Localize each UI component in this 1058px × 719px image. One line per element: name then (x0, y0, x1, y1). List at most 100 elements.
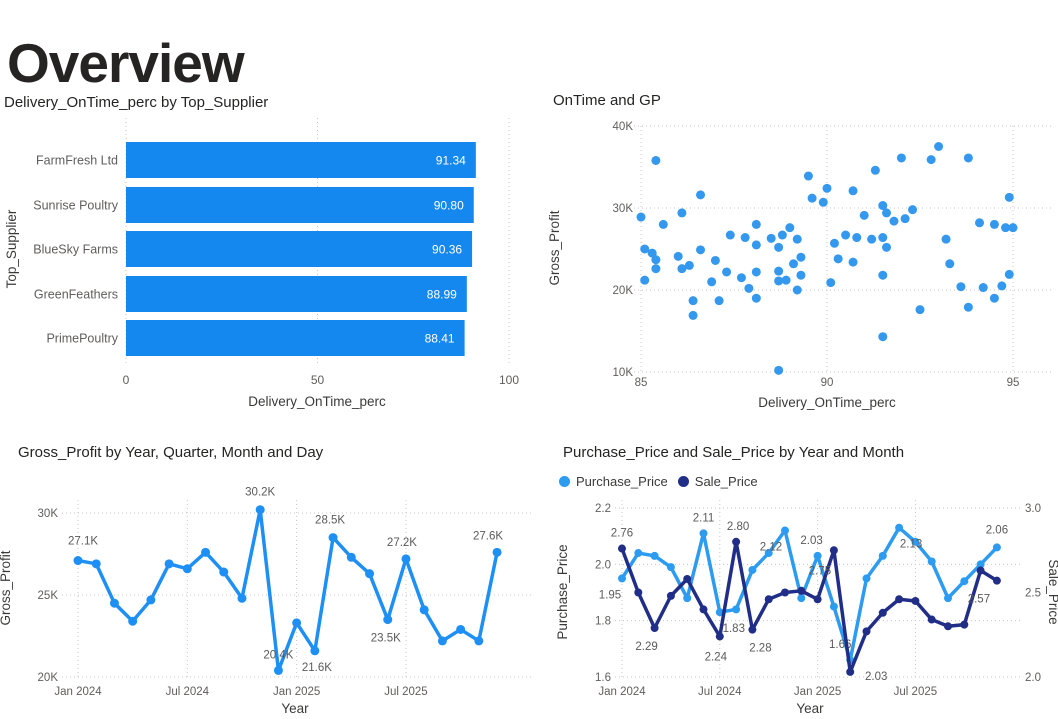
scatter-point[interactable] (688, 310, 698, 320)
sale-price-point-dec-2025[interactable] (992, 576, 1001, 585)
purchase-price-point-oct-2024[interactable] (764, 549, 773, 558)
legend-item-sale-price[interactable]: Sale_Price (677, 474, 758, 489)
purchase-price-point-jul-2024[interactable] (715, 608, 724, 617)
purchase-price-point-sep-2025[interactable] (944, 594, 952, 603)
scatter-point[interactable] (989, 219, 999, 229)
bar-sunrise-poultry[interactable] (126, 187, 474, 223)
scatter-point[interactable] (736, 273, 746, 283)
sale-price-point-dec-2024[interactable] (797, 586, 806, 595)
data-point-sep-2024[interactable] (219, 567, 229, 577)
sale-price-point-may-2025[interactable] (878, 608, 887, 617)
scatter-point[interactable] (677, 208, 687, 218)
scatter-point[interactable] (777, 230, 787, 240)
scatter-point[interactable] (818, 197, 828, 207)
scatter-point[interactable] (636, 212, 646, 222)
scatter-point[interactable] (647, 248, 657, 258)
scatter-point[interactable] (1004, 269, 1014, 279)
scatter-point[interactable] (859, 210, 869, 220)
scatter-point[interactable] (774, 242, 784, 252)
purchase-price-point-dec-2025[interactable] (992, 543, 1001, 552)
data-point-sep-2025[interactable] (437, 636, 447, 646)
scatter-point[interactable] (915, 305, 925, 315)
scatter-point[interactable] (878, 332, 888, 342)
scatter-point[interactable] (707, 277, 717, 287)
scatter-point[interactable] (989, 293, 999, 303)
scatter-point[interactable] (789, 259, 799, 269)
purchase-price-point-jun-2025[interactable] (895, 523, 904, 532)
data-point-jun-2024[interactable] (164, 559, 174, 569)
data-point-may-2024[interactable] (146, 595, 156, 605)
purchase-price-point-jul-2025[interactable] (911, 537, 920, 546)
scatter-point[interactable] (945, 259, 955, 269)
sale-price-point-jan-2024[interactable] (618, 544, 626, 553)
scatter-point[interactable] (640, 275, 650, 285)
scatter-point[interactable] (722, 267, 732, 277)
scatter-point[interactable] (714, 296, 724, 306)
scatter-point[interactable] (740, 233, 750, 243)
data-point-mar-2025[interactable] (328, 533, 338, 543)
data-point-oct-2024[interactable] (237, 593, 247, 603)
sale-price-point-aug-2024[interactable] (732, 537, 741, 546)
data-point-may-2025[interactable] (365, 569, 375, 579)
scatter-point[interactable] (696, 245, 706, 255)
purchase-price-point-nov-2025[interactable] (976, 560, 985, 569)
bar-farmfresh-ltd[interactable] (126, 142, 476, 178)
sale-price-point-sep-2024[interactable] (748, 625, 757, 634)
data-point-dec-2025[interactable] (492, 547, 502, 557)
data-point-jan-2024[interactable] (73, 556, 83, 566)
price-lines-canvas[interactable]: 2.2 2.0 1.8 1.6 3.0 2.5 2.0 Jan 2024 Jul 2024 Jan… (545, 440, 1058, 719)
sale-price-point-feb-2024[interactable] (634, 588, 643, 597)
bar-primepoultry[interactable] (126, 320, 465, 356)
scatter-point[interactable] (963, 153, 973, 163)
scatter-point[interactable] (751, 267, 761, 277)
data-point-feb-2024[interactable] (91, 559, 101, 569)
scatter-point[interactable] (997, 281, 1007, 291)
scatter-point[interactable] (867, 234, 877, 244)
purchase-price-point-oct-2025[interactable] (960, 577, 969, 586)
scatter-point[interactable] (803, 171, 813, 181)
line-chart-canvas[interactable]: 30K 25K 20K Jan 2024 Jul 2024 Jan 2025 Jul 202… (0, 440, 540, 719)
sale-price-point-mar-2024[interactable] (650, 623, 659, 632)
data-point-oct-2025[interactable] (456, 624, 466, 634)
scatter-point[interactable] (941, 234, 951, 244)
purchase-price-point-aug-2024[interactable] (732, 605, 741, 614)
sale-price-point-may-2024[interactable] (683, 574, 692, 583)
data-point-jan-2025[interactable] (292, 618, 302, 628)
scatter-point[interactable] (878, 270, 888, 280)
scatter-point[interactable] (807, 193, 817, 203)
scatter-point[interactable] (900, 214, 910, 224)
sale-price-point-jun-2025[interactable] (895, 595, 904, 604)
scatter-point[interactable] (696, 190, 706, 200)
scatter-point[interactable] (651, 255, 661, 265)
scatter-point[interactable] (796, 270, 806, 280)
scatter-point[interactable] (833, 254, 843, 264)
sale-price-point-aug-2025[interactable] (927, 615, 936, 624)
scatter-point[interactable] (774, 266, 784, 276)
sale-price-point-mar-2025[interactable] (846, 667, 855, 676)
scatter-point[interactable] (677, 264, 687, 274)
data-point-jul-2025[interactable] (401, 554, 411, 564)
scatter-point[interactable] (792, 285, 802, 295)
purchase-price-point-may-2025[interactable] (878, 551, 887, 560)
purchase-price-point-jun-2024[interactable] (699, 529, 708, 538)
bar-chart-canvas[interactable]: 0 50 100 FarmFresh Ltd 91.34 Sunrise Poultry 9… (0, 88, 540, 418)
sale-price-point-jun-2024[interactable] (699, 605, 708, 614)
sale-price-point-jul-2025[interactable] (911, 596, 920, 605)
scatter-point[interactable] (796, 252, 806, 262)
scatter-point[interactable] (688, 296, 698, 306)
sale-price-point-apr-2025[interactable] (862, 627, 871, 636)
bar-bluesky-farms[interactable] (126, 231, 473, 267)
sale-price-point-sep-2025[interactable] (944, 622, 952, 631)
purchase-price-point-apr-2025[interactable] (862, 574, 871, 583)
scatter-point[interactable] (785, 223, 795, 233)
scatter-point[interactable] (774, 276, 784, 286)
scatter-point[interactable] (882, 208, 892, 218)
data-point-jun-2025[interactable] (383, 615, 393, 625)
scatter-point[interactable] (1004, 192, 1014, 202)
scatter-point[interactable] (658, 219, 668, 229)
legend-item-purchase-price[interactable]: Purchase_Price (559, 474, 668, 489)
sale-price-point-feb-2025[interactable] (829, 546, 838, 555)
scatter-point[interactable] (908, 205, 918, 215)
scatter-point[interactable] (852, 233, 862, 243)
